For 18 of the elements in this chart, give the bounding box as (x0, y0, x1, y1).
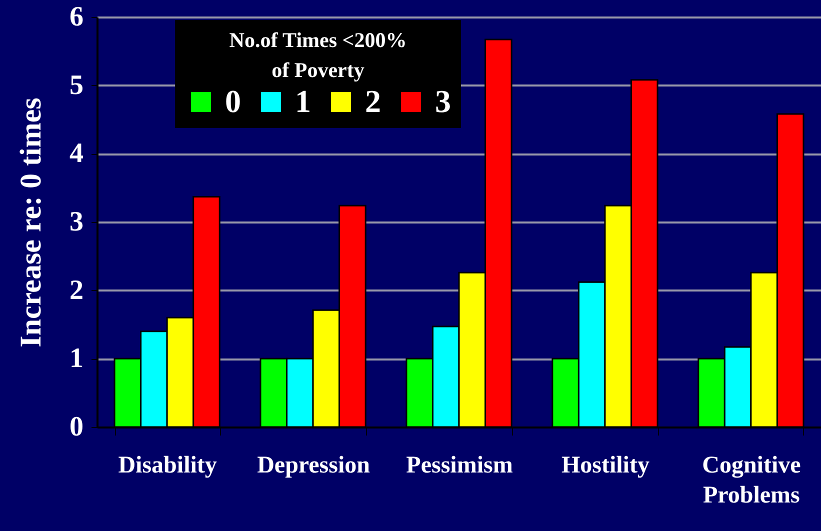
x-tick-label: Cognitive Problems (702, 452, 802, 508)
y-axis-title: Increase re: 0 times (14, 98, 48, 348)
y-tick-label: 6 (70, 2, 84, 32)
y-tick-label: 5 (70, 70, 84, 101)
legend-label: 1 (295, 83, 311, 119)
legend-label: 0 (225, 83, 241, 119)
y-tick-label: 1 (70, 343, 84, 374)
y-tick-label: 2 (70, 274, 84, 306)
y-tick-label: 4 (70, 138, 84, 170)
legend-label: 2 (365, 83, 381, 119)
legend-label: 3 (435, 83, 451, 119)
y-tick-label: 0 (70, 412, 84, 442)
x-tick-label: Hostility (561, 452, 650, 478)
x-tick-label: Disability (118, 452, 217, 478)
y-tick-label: 3 (70, 206, 84, 238)
legend-title: No.of Times <200% of Poverty (229, 28, 407, 82)
x-tick-label: Depression (257, 452, 370, 478)
x-tick-label: Pessimism (406, 452, 513, 478)
